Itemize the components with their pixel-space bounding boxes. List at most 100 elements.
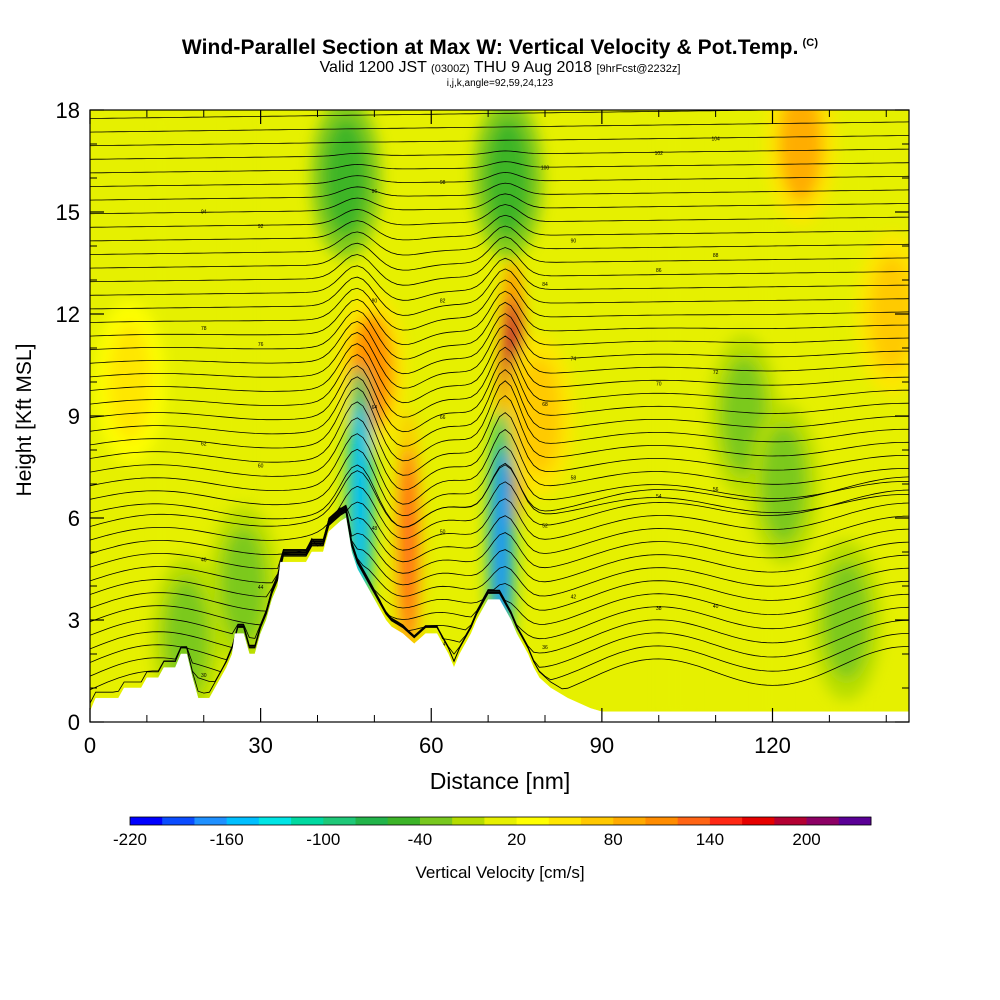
isentrope-label: 60 [258,464,264,470]
updraft-core [778,110,823,203]
isentrope-label: 98 [440,180,446,186]
colorbar-swatch [838,817,872,825]
title-mark: (C) [802,37,819,49]
colorbar-tick-label: 140 [696,830,724,849]
colorbar-tick-label: -220 [113,830,147,849]
y-tick-label: 0 [68,710,80,735]
x-axis-label: Distance [nm] [429,768,571,794]
isentrope-line [90,505,909,584]
isentrope-line [90,257,909,301]
valid-utc: (0300Z) [431,63,470,75]
x-tick-label: 60 [419,733,443,758]
isentrope-line [90,507,909,626]
isentrope-label: 48 [372,526,378,532]
isentrope-line [90,182,909,201]
colorbar-swatch [452,817,485,825]
colorbar-swatch [613,817,646,825]
colorbar-swatch [677,817,711,825]
valid-date: THU 9 Aug 2018 [473,59,593,76]
chart-title: Wind-Parallel Section at Max W: Vertical… [181,36,819,59]
isentrope-label: 44 [258,585,264,591]
isentrope-label: 86 [656,268,662,274]
isentrope-label: 36 [542,645,548,651]
isentrope-label: 50 [440,530,446,536]
isentrope-line [90,428,909,505]
chart-subtitle: Valid 1200 JST (0300Z) THU 9 Aug 2018 [9… [0,59,1000,77]
isentrope-label: 30 [201,673,207,679]
downdraft-core [824,561,869,679]
isentrope-label: 94 [201,209,207,215]
isentrope-label: 92 [258,224,264,230]
isentrope-line [90,346,909,418]
isentrope-line [90,357,909,433]
isentrope-label: 52 [542,523,548,529]
colorbar-swatch [774,817,807,825]
isentrope-label: 76 [258,342,264,348]
isentrope-label: 90 [571,239,577,245]
forecast-info: [9hrFcst@2232z] [596,63,681,75]
isentrope-line [90,135,909,147]
colorbar-swatch [645,817,679,825]
valid-time: Valid 1200 JST [319,59,427,76]
isentrope-line [90,236,909,271]
colorbar-swatch [806,817,840,825]
isentrope-line [90,247,909,286]
colorbar-swatch [130,817,163,825]
terrain-mask [89,517,910,723]
isentrope-label: 74 [571,356,577,362]
colorbar-tick-label: -40 [408,830,433,849]
x-tick-label: 0 [84,733,96,758]
isentrope-line [90,324,909,389]
isentrope-line [90,369,909,447]
isentrope-line [90,161,909,174]
isentrope-label: 42 [571,594,577,600]
isentrope-label: 84 [542,282,548,288]
isentrope-label: 54 [656,494,662,500]
terrain [89,517,910,723]
downdraft-core [351,403,370,599]
updraft-core [517,357,562,475]
colorbar-swatch [581,817,614,825]
downdraft-core [323,119,368,237]
colorbar-tick-label: -100 [306,830,340,849]
y-tick-label: 18 [56,98,80,123]
isentrope-label: 70 [656,382,662,388]
colorbar-tick-label: 80 [604,830,623,849]
colorbar: -220 -160 -100 -40 20 80 140 200 [113,816,872,849]
isentrope-line [90,225,909,256]
isentrope-line [90,335,909,404]
updraft-core [107,323,152,441]
isentrope-label: 66 [440,415,446,421]
colorbar-swatch [516,817,550,825]
colorbar-tick-label: 20 [507,830,526,849]
isentrope-line [90,214,909,242]
isentrope-label: 104 [711,136,720,142]
isentrope-line [90,505,909,598]
weak-downdraft-band [658,110,693,722]
isentrope-label: 82 [440,298,446,304]
colorbar-swatch [484,817,518,825]
colorbar-swatch [419,817,453,825]
colorbar-swatch [387,817,421,825]
colorbar-swatch [291,817,324,825]
y-tick-label: 15 [56,200,80,225]
isentrope-line [90,380,909,462]
colorbar-swatch [355,817,389,825]
y-tick-label: 9 [68,404,80,429]
colorbar-swatch [194,817,228,825]
isentrope-label: 96 [372,189,378,195]
colorbar-swatch [323,817,356,825]
downdraft-core [221,527,266,645]
y-tick-label: 6 [68,506,80,531]
colorbar-swatch [226,817,260,825]
isentrope-line [90,504,909,570]
colorbar-tick-label: 200 [792,830,820,849]
isentrope-line [90,290,909,346]
downdraft-core [486,119,531,237]
isentrope-label: 88 [713,253,719,259]
isentrope-line [90,412,909,491]
isentrope-line [90,193,909,215]
isentrope-label: 80 [372,299,378,305]
